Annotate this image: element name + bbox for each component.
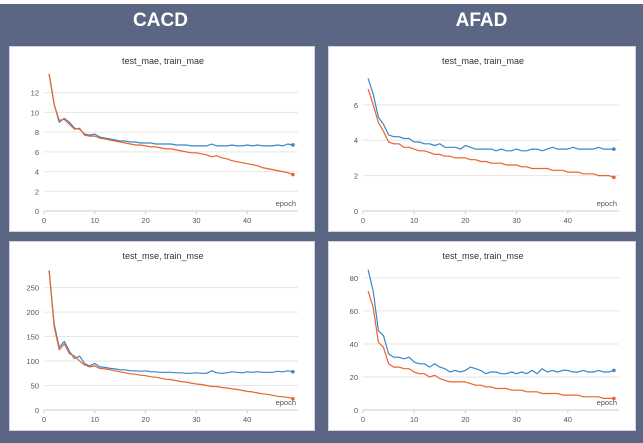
series-line-train_mae: [367, 88, 615, 178]
y-tick-label: 0: [35, 207, 39, 216]
chart-cacd-mae: test_mae, train_mae 0 2 4 6 8 10 12 0 10 20 30 40 epo…: [9, 46, 315, 232]
series-line-test_mse: [367, 269, 615, 375]
x-tick-label: 20: [461, 216, 469, 225]
y-tick-label: 2: [35, 187, 39, 196]
chart-svg: test_mse, train_mse 0 20 40 60 80 0 10 20 30 40 epo…: [350, 251, 619, 424]
y-tick-label: 0: [354, 406, 358, 415]
column-header-afad: AFAD: [455, 10, 508, 31]
x-tick-label: 40: [243, 216, 251, 225]
y-tick-label: 12: [31, 89, 39, 98]
chart-afad-mse: test_mse, train_mse 0 20 40 60 80 0 10 20 30 40 epo…: [328, 241, 636, 431]
y-tick-label: 250: [26, 284, 39, 293]
series-end-point-test_mae: [291, 143, 295, 147]
chart-title: test_mse, train_mse: [122, 251, 203, 261]
series-line-train_mse: [48, 270, 294, 400]
x-tick-label: 20: [141, 216, 149, 225]
y-tick-label: 20: [350, 373, 358, 382]
x-tick-label: 20: [461, 415, 469, 424]
column-header-cacd: CACD: [133, 10, 188, 31]
y-tick-label: 4: [354, 136, 358, 145]
series-line-test_mae: [367, 78, 614, 152]
x-tick-label: 10: [410, 216, 418, 225]
series-end-point-test_mse: [612, 368, 616, 373]
x-tick-label: 40: [564, 415, 572, 424]
series-end-point-train_mae: [612, 175, 616, 180]
x-axis-label: epoch: [597, 398, 617, 407]
y-tick-label: 100: [26, 357, 39, 366]
y-tick-label: 80: [350, 274, 358, 283]
x-tick-label: 10: [410, 415, 418, 424]
x-tick-label: 30: [512, 415, 520, 424]
chart-cacd-mse: test_mse, train_mse 0 50 100 150 200 250 0 10 20 3…: [9, 241, 315, 431]
y-tick-label: 6: [35, 148, 39, 157]
y-tick-label: 0: [35, 406, 39, 415]
y-tick-label: 6: [354, 101, 358, 110]
x-tick-label: 30: [192, 216, 200, 225]
series-end-point-train_mse: [291, 396, 295, 401]
chart-svg: test_mae, train_mae 0 2 4 6 8 10 12 0 10 20 30 40 epo…: [31, 56, 298, 225]
y-tick-label: 150: [26, 333, 39, 342]
chart-svg: test_mae, train_mae 0 2 4 6 0 10 20 30 40 epoch: [354, 56, 619, 225]
chart-afad-mae: test_mae, train_mae 0 2 4 6 0 10 20 30 40 epoch: [328, 46, 636, 232]
series-line-test_mse: [48, 270, 294, 374]
x-tick-label: 0: [42, 415, 46, 424]
y-tick-label: 200: [26, 308, 39, 317]
x-axis-label: epoch: [597, 199, 617, 208]
y-tick-label: 8: [35, 128, 39, 137]
x-tick-label: 10: [91, 216, 99, 225]
x-tick-label: 30: [192, 415, 200, 424]
chart-title: test_mae, train_mae: [442, 56, 524, 66]
series-end-point-test_mae: [612, 147, 616, 151]
chart-title: test_mae, train_mae: [122, 56, 204, 66]
series-end-point-test_mse: [291, 370, 295, 374]
x-tick-label: 0: [361, 216, 365, 225]
y-tick-label: 4: [35, 168, 39, 177]
x-axis-label: epoch: [276, 398, 296, 407]
series-line-test_mae: [48, 73, 294, 147]
y-tick-label: 10: [31, 108, 39, 117]
series-line-train_mae: [48, 73, 294, 176]
series-line-train_mse: [367, 290, 614, 399]
results-grid: CACD AFAD test_mae, train_mae 0 2 4 6 8 10 12 0 1…: [2, 4, 640, 440]
chart-title: test_mse, train_mse: [442, 251, 523, 261]
x-tick-label: 0: [42, 216, 46, 225]
top-strip: [0, 0, 643, 4]
x-tick-label: 30: [512, 216, 520, 225]
series-end-point-train_mae: [291, 172, 295, 177]
x-tick-label: 0: [361, 415, 365, 424]
series-end-point-train_mse: [612, 396, 616, 401]
x-tick-label: 40: [564, 216, 572, 225]
y-tick-label: 2: [354, 172, 358, 181]
x-tick-label: 20: [141, 415, 149, 424]
y-tick-label: 60: [350, 307, 358, 316]
y-tick-label: 40: [350, 340, 358, 349]
chart-svg: test_mse, train_mse 0 50 100 150 200 250 0 10 20 3…: [26, 251, 298, 424]
y-tick-label: 50: [31, 382, 39, 391]
y-tick-label: 0: [354, 207, 358, 216]
x-axis-label: epoch: [276, 199, 296, 208]
x-tick-label: 40: [243, 415, 251, 424]
x-tick-label: 10: [91, 415, 99, 424]
